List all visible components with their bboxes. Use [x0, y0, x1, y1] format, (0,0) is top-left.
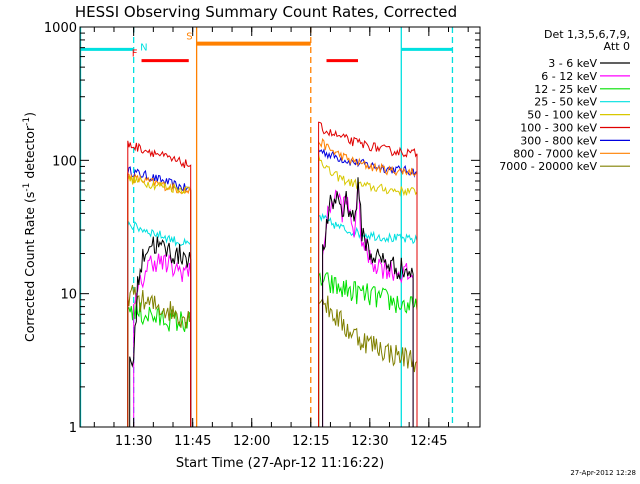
- y-axis-label: Corrected Count Rate (s-1 detector-1): [22, 112, 37, 342]
- series-line: [318, 138, 418, 427]
- legend-entry-label: 6 - 12 keV: [541, 70, 597, 83]
- legend-entry-label: 800 - 7000 keV: [513, 147, 597, 160]
- x-tick-label: 11:30: [115, 434, 152, 449]
- x-tick-label: 12:15: [292, 434, 329, 449]
- y-tick-label: 100: [52, 154, 77, 169]
- legend-entry-label: 50 - 100 keV: [527, 109, 597, 122]
- series-line: [127, 140, 192, 427]
- y-tick-label: 10: [60, 288, 77, 303]
- series-line: [127, 174, 192, 427]
- y-label-part: ): [22, 112, 37, 117]
- y-label-part: detector: [22, 125, 37, 183]
- legend-entry-label: 100 - 300 keV: [520, 122, 597, 135]
- series-line: [318, 148, 418, 427]
- legend-header: Att 0: [604, 40, 630, 53]
- legend-header: Det 1,3,5,6,7,9,: [544, 28, 630, 41]
- series-line: [322, 177, 414, 427]
- chart-title: HESSI Observing Summary Count Rates, Cor…: [75, 3, 457, 21]
- series-line: [127, 166, 192, 427]
- series-line: [318, 272, 418, 427]
- legend-entry-label: 300 - 800 keV: [520, 134, 597, 147]
- saa-bar-label: S: [186, 32, 192, 43]
- series-layer: [127, 121, 418, 427]
- flare-bar-label: F: [132, 49, 138, 60]
- legend-entry-label: 25 - 50 keV: [534, 96, 597, 109]
- date-stamp: 27-Apr-2012 12:28: [570, 469, 636, 477]
- series-line: [127, 221, 192, 427]
- night-bar-label: N: [140, 42, 147, 53]
- series-line: [318, 154, 418, 427]
- series-line: [133, 253, 192, 427]
- legend-entry-label: 12 - 25 keV: [534, 83, 597, 96]
- y-tick-label: 1: [69, 421, 77, 436]
- series-line: [129, 236, 192, 427]
- x-tick-label: 12:45: [410, 434, 447, 449]
- series-line: [127, 172, 192, 427]
- y-label-sup: -1: [22, 183, 32, 192]
- series-line: [318, 121, 418, 427]
- plot-frame: [79, 26, 481, 428]
- axes-layer: 1 10 100 1000 11:30 11:45 12:00 12:15 12:30 12:45: [44, 21, 480, 449]
- x-tick-label: 12:30: [351, 434, 388, 449]
- y-label-part: Corrected Count Rate (s: [22, 192, 37, 342]
- y-tick-label: 1000: [44, 21, 77, 36]
- legend-entry-label: 3 - 6 keV: [548, 57, 597, 70]
- x-tick-label: 11:45: [174, 434, 211, 449]
- x-axis-label: Start Time (27-Apr-12 11:16:22): [176, 456, 384, 471]
- legend-entry-label: 7000 - 20000 keV: [499, 160, 597, 173]
- y-label-sup: -1: [22, 117, 32, 126]
- series-line: [318, 212, 418, 427]
- x-tick-label: 12:00: [233, 434, 270, 449]
- series-line: [318, 295, 418, 427]
